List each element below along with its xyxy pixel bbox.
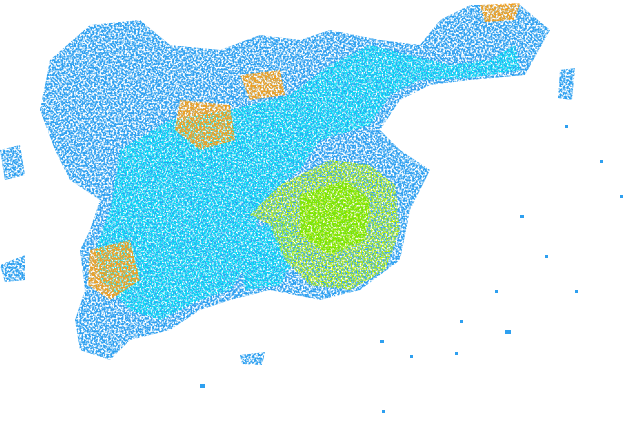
strong-echo-core xyxy=(300,180,370,255)
scattered-echo xyxy=(200,125,623,413)
heavy-echo xyxy=(88,3,520,300)
